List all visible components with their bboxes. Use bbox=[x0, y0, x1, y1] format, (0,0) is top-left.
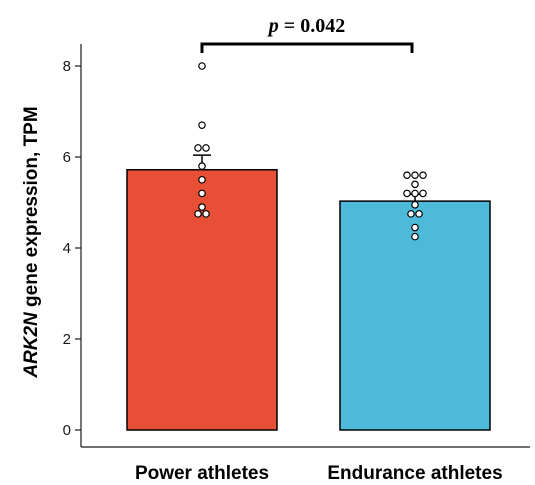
data-point bbox=[411, 180, 419, 189]
y-axis-title-rest: gene expression, TPM bbox=[21, 106, 42, 312]
data-point bbox=[419, 189, 427, 198]
data-point bbox=[411, 232, 419, 241]
bars bbox=[126, 168, 491, 431]
x-category-label: Power athletes bbox=[135, 463, 269, 484]
data-point bbox=[198, 62, 206, 70]
p-symbol: p bbox=[267, 15, 279, 37]
data-point bbox=[198, 121, 206, 129]
y-tick-label: 6 bbox=[63, 149, 71, 166]
bar bbox=[126, 168, 278, 431]
y-axis-title: ARK2N gene expression, TPM bbox=[21, 106, 42, 378]
data-points bbox=[194, 62, 427, 241]
y-tick-label: 8 bbox=[63, 58, 71, 75]
p-value-text: = 0.042 bbox=[279, 15, 345, 37]
data-point bbox=[198, 203, 206, 211]
x-category-label: Endurance athletes bbox=[327, 463, 502, 484]
data-point bbox=[411, 189, 419, 198]
data-point bbox=[419, 171, 427, 180]
data-point bbox=[411, 171, 419, 180]
p-value-label: p = 0.042 bbox=[267, 15, 345, 37]
data-point bbox=[411, 200, 419, 209]
data-point bbox=[202, 144, 210, 152]
y-tick-label: 2 bbox=[63, 331, 71, 348]
data-point bbox=[407, 210, 415, 218]
data-point bbox=[198, 175, 206, 184]
data-point bbox=[194, 144, 202, 152]
y-tick-label: 0 bbox=[63, 422, 71, 439]
data-point bbox=[194, 210, 202, 218]
y-ticks: 0 2 4 6 8 bbox=[63, 58, 81, 439]
data-point bbox=[198, 162, 206, 170]
data-point bbox=[198, 189, 206, 198]
data-point bbox=[411, 223, 419, 232]
y-tick-label: 4 bbox=[63, 240, 71, 257]
data-point bbox=[202, 210, 210, 218]
data-point bbox=[415, 210, 423, 218]
y-axis-title-gene: ARK2N bbox=[21, 311, 42, 379]
data-point bbox=[403, 189, 411, 198]
data-point bbox=[403, 171, 411, 180]
significance-bracket bbox=[200, 42, 414, 53]
category-labels: Power athletes Endurance athletes bbox=[135, 463, 503, 484]
